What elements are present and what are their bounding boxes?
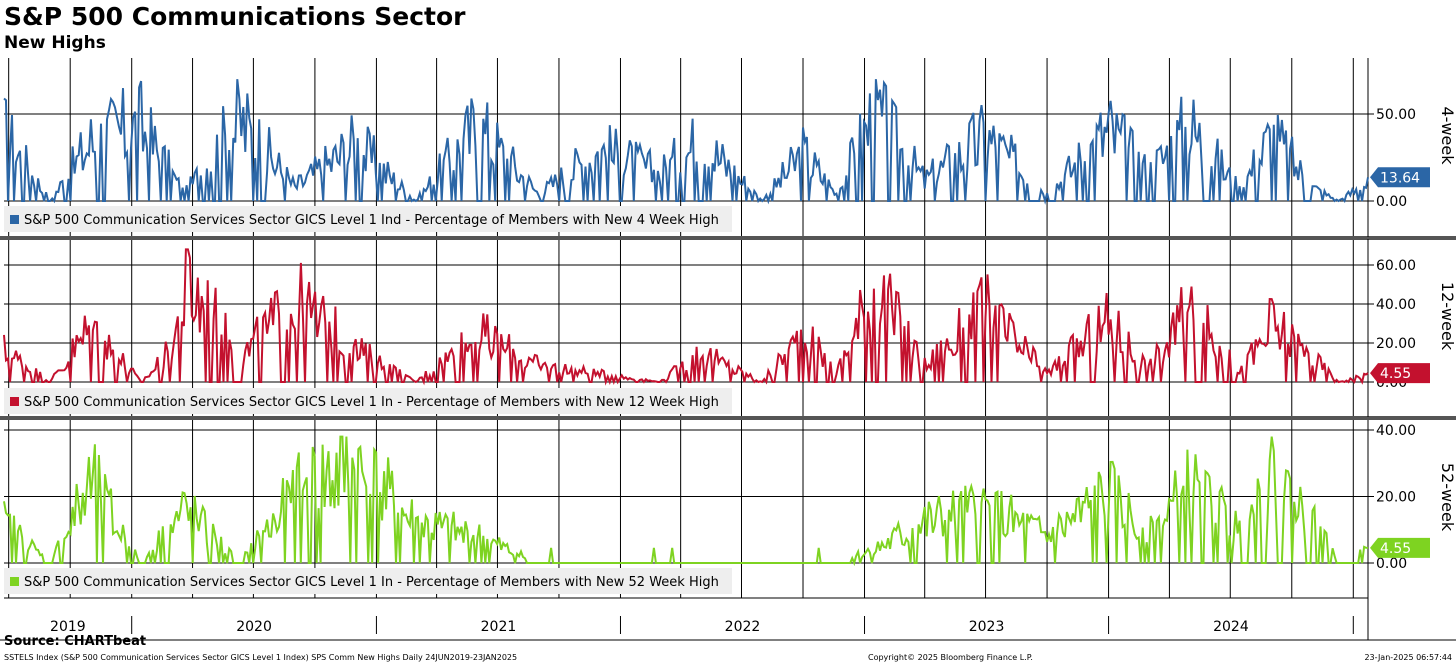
x-tick-label: 2021 [481,619,517,635]
legend-label: S&P 500 Communication Services Sector GI… [24,395,719,410]
y-tick-label: 20.00 [1376,490,1416,506]
legend-swatch [10,397,19,406]
panel-52-week: 40.00 20.00 0.00 S&P 500 Communication Serv… [3,420,1456,598]
y-tick-label: 20.00 [1376,336,1416,352]
x-tick-label: 2019 [50,619,86,635]
series-line-4-week [3,79,1369,205]
footer-date: 23-Jan-2025 06:57:44 [1364,653,1452,662]
chart-title: S&P 500 Communications Sector [4,2,466,31]
panel-side-label: 12-week [1438,282,1456,351]
x-tick-label: 2020 [236,619,272,635]
y-tick-label: 0.00 [1376,556,1407,572]
chart-subtitle: New Highs [4,33,106,53]
last-value-tag [1370,167,1430,188]
last-value-label: 13.64 [1380,170,1420,186]
y-tick-label: 50.00 [1376,107,1416,123]
footer-description: SSTELS Index (S&P 500 Communication Serv… [4,653,518,662]
legend-box [4,206,732,232]
y-tick-label: 60.00 [1376,258,1416,274]
x-tick-label: 2024 [1213,619,1249,635]
legend-label: S&P 500 Communication Services Sector GI… [24,213,719,228]
footer-copyright: Copyright© 2025 Bloomberg Finance L.P. [868,653,1033,662]
series-line-12-week [3,248,1369,386]
x-tick-label: 2023 [969,619,1005,635]
x-tick-label: 2022 [725,619,761,635]
y-tick-label: 40.00 [1376,423,1416,439]
legend-box [4,388,732,414]
last-value-label: 4.55 [1380,366,1411,382]
legend-swatch [10,577,19,586]
legend-label: S&P 500 Communication Services Sector GI… [24,575,719,590]
panel-side-label: 52-week [1438,463,1456,532]
panel-side-label: 4-week [1438,107,1456,166]
source-note: Source: CHARTbeat [4,634,147,649]
series-line-52-week [3,435,1369,567]
grid-layer [0,58,1456,598]
x-axis: 2019 2020 2021 2022 2023 2024 [0,597,1456,641]
y-tick-label: 40.00 [1376,297,1416,313]
panel-4-week: 50.00 0.00 S&P 500 Communication Services … [3,58,1456,237]
last-value-label: 4.55 [1380,541,1411,557]
last-value-tag [1370,363,1430,384]
y-tick-label: 0.00 [1376,194,1407,210]
legend-swatch [10,215,19,224]
last-value-tag [1370,537,1430,558]
legend-box [4,568,732,594]
